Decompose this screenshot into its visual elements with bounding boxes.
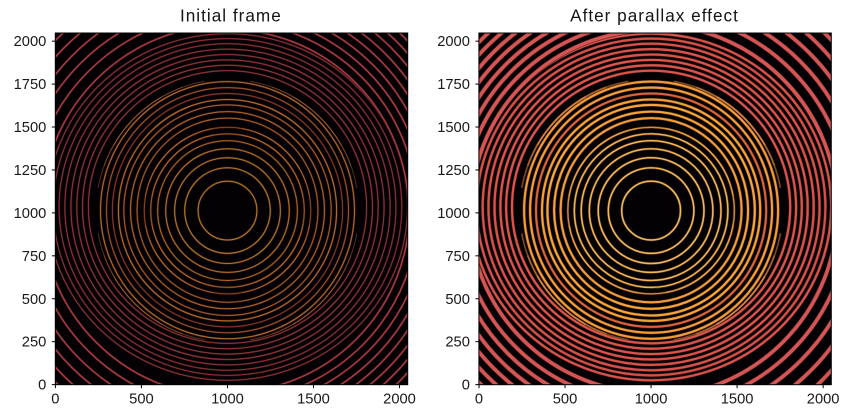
svg-text:500: 500	[22, 292, 47, 308]
svg-text:0: 0	[38, 378, 46, 394]
svg-text:After parallax effect: After parallax effect	[570, 6, 739, 26]
svg-text:2000: 2000	[437, 34, 470, 50]
svg-text:1500: 1500	[437, 120, 470, 136]
svg-text:1000: 1000	[211, 392, 244, 408]
svg-text:1500: 1500	[297, 392, 330, 408]
svg-text:1000: 1000	[437, 206, 470, 222]
svg-text:1000: 1000	[14, 206, 47, 222]
svg-text:750: 750	[22, 249, 47, 265]
svg-text:1500: 1500	[14, 120, 47, 136]
svg-text:2000: 2000	[383, 392, 416, 408]
svg-text:1750: 1750	[14, 77, 47, 93]
svg-text:750: 750	[445, 249, 470, 265]
svg-text:500: 500	[129, 392, 154, 408]
svg-text:250: 250	[445, 335, 470, 351]
svg-text:Initial frame: Initial frame	[180, 6, 282, 26]
svg-text:0: 0	[462, 378, 470, 394]
svg-text:1000: 1000	[635, 392, 668, 408]
svg-text:2000: 2000	[14, 34, 47, 50]
svg-text:0: 0	[475, 392, 483, 408]
svg-text:1750: 1750	[437, 77, 470, 93]
svg-text:2000: 2000	[807, 392, 840, 408]
svg-text:1250: 1250	[14, 163, 47, 179]
svg-text:0: 0	[51, 392, 59, 408]
svg-text:1500: 1500	[721, 392, 754, 408]
svg-text:1250: 1250	[437, 163, 470, 179]
svg-text:500: 500	[445, 292, 470, 308]
svg-text:250: 250	[22, 335, 47, 351]
svg-text:500: 500	[553, 392, 578, 408]
